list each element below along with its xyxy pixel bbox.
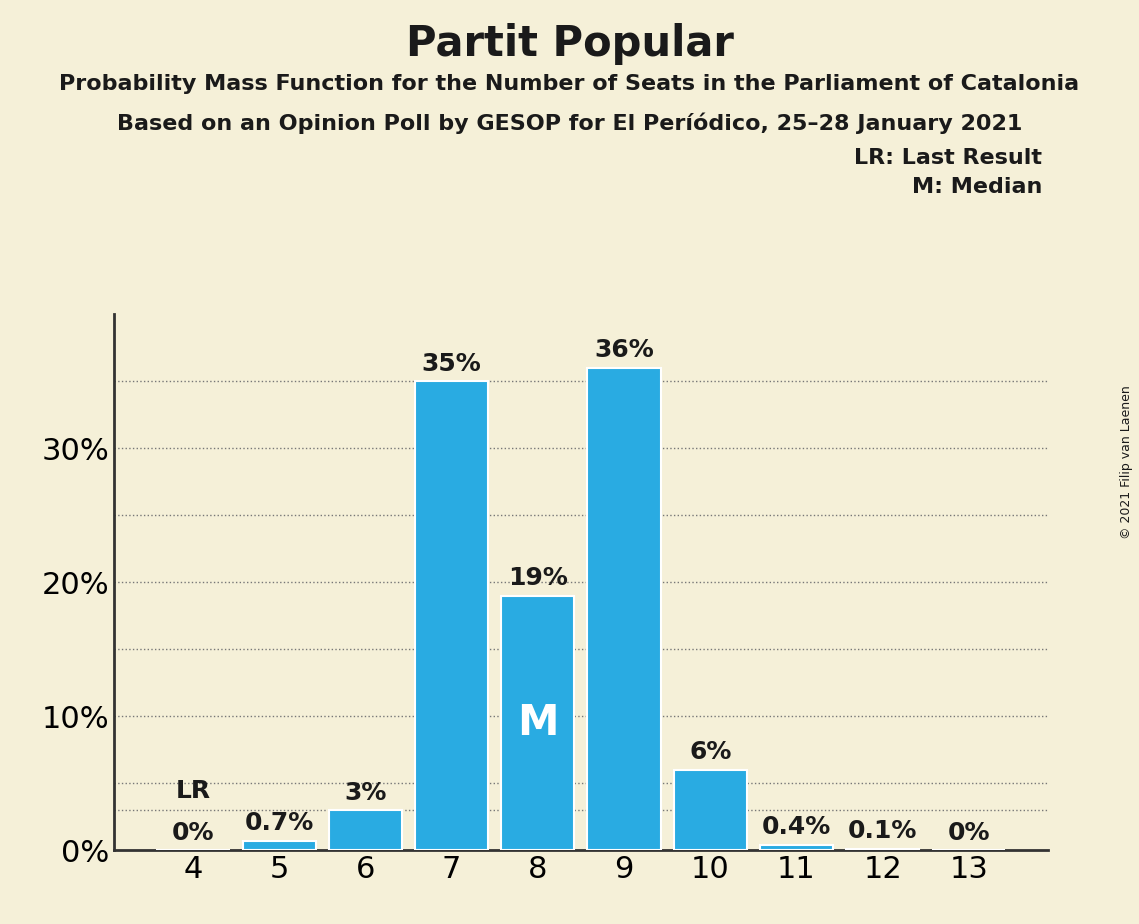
Text: M: M — [517, 702, 558, 744]
Text: 6%: 6% — [689, 740, 731, 764]
Text: 0.4%: 0.4% — [762, 815, 831, 839]
Text: 36%: 36% — [595, 338, 654, 362]
Bar — [501, 596, 574, 850]
Text: Partit Popular: Partit Popular — [405, 23, 734, 65]
Text: 35%: 35% — [421, 352, 482, 376]
Text: 3%: 3% — [344, 781, 386, 805]
Text: 0%: 0% — [948, 821, 990, 845]
Bar — [673, 770, 747, 850]
Bar — [415, 381, 489, 850]
Bar — [588, 368, 661, 850]
Text: 0%: 0% — [172, 821, 214, 845]
Text: M: Median: M: Median — [912, 177, 1042, 198]
Bar — [846, 849, 919, 850]
Text: 19%: 19% — [508, 566, 567, 590]
Bar — [760, 845, 833, 850]
Text: © 2021 Filip van Laenen: © 2021 Filip van Laenen — [1121, 385, 1133, 539]
Text: Based on an Opinion Poll by GESOP for El Períódico, 25–28 January 2021: Based on an Opinion Poll by GESOP for El… — [117, 113, 1022, 134]
Text: 0.7%: 0.7% — [245, 811, 314, 835]
Bar — [329, 809, 402, 850]
Text: 0.1%: 0.1% — [847, 820, 917, 844]
Text: Probability Mass Function for the Number of Seats in the Parliament of Catalonia: Probability Mass Function for the Number… — [59, 74, 1080, 94]
Bar — [243, 841, 316, 850]
Text: LR: LR — [175, 779, 211, 803]
Text: LR: Last Result: LR: Last Result — [854, 148, 1042, 168]
